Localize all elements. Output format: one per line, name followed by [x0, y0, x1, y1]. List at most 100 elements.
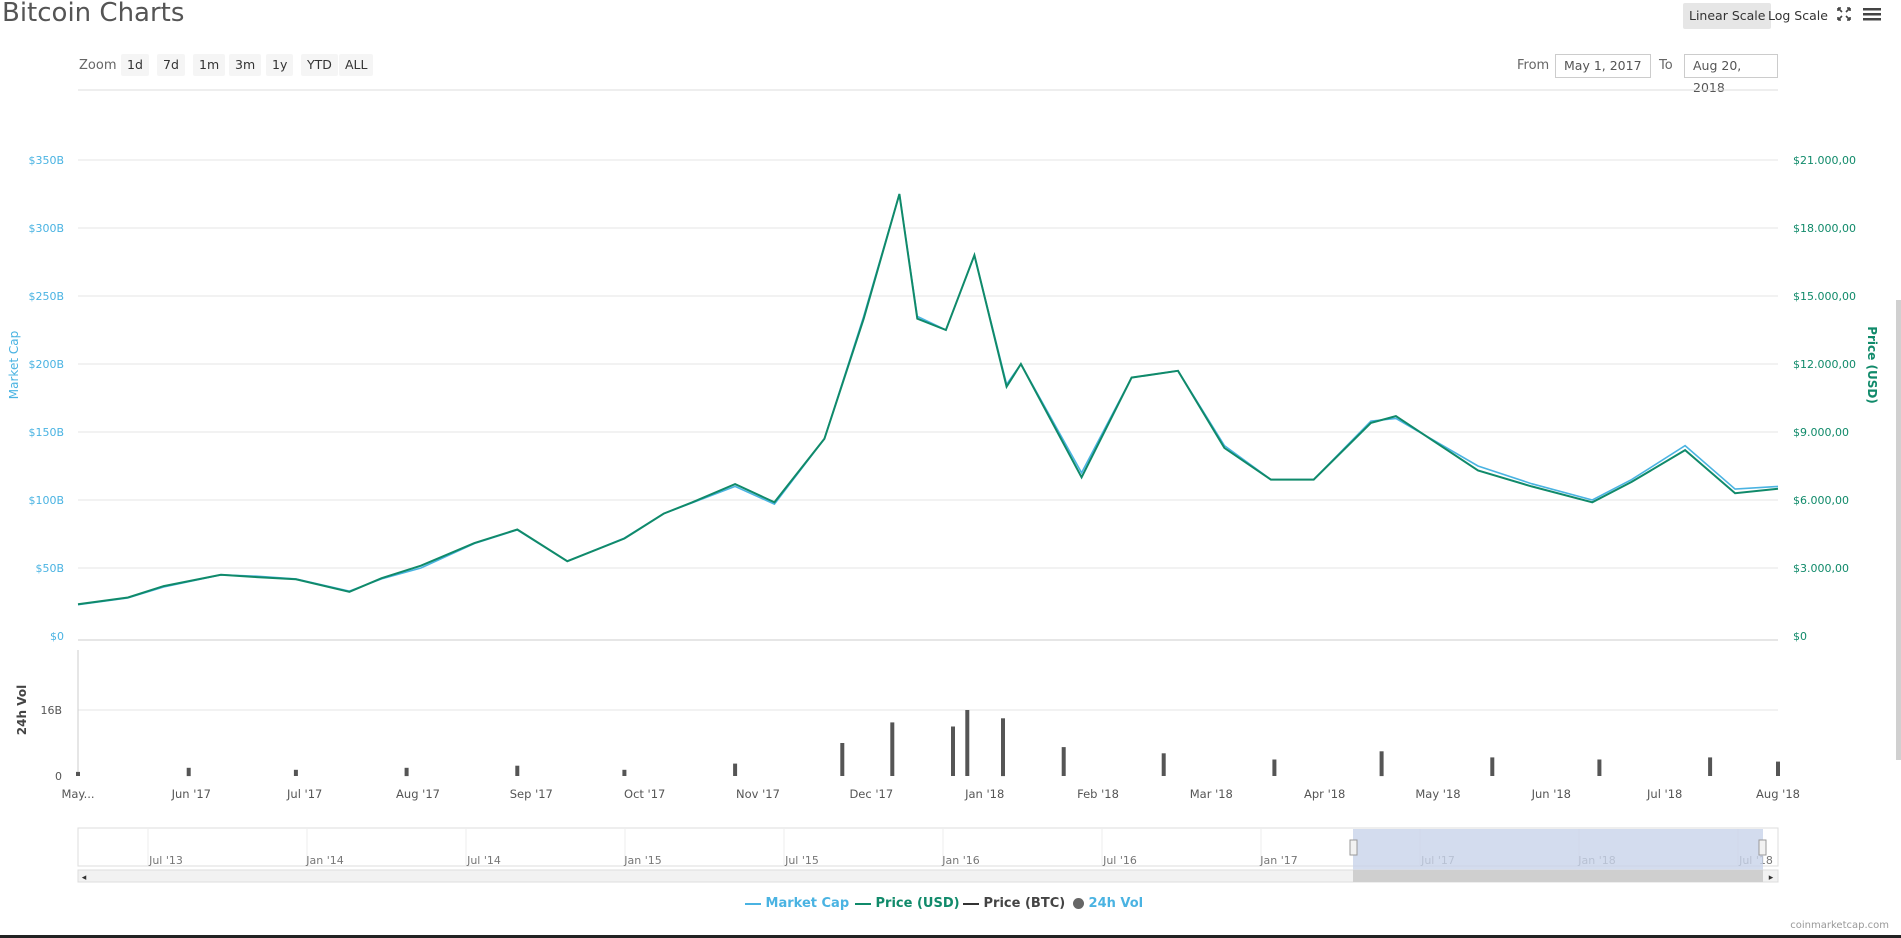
x-axis-tick: Oct '17 [624, 787, 665, 801]
zoom-1d-button[interactable]: 1d [121, 54, 149, 76]
legend-24h-vol-swatch [1073, 898, 1084, 909]
legend-price-usd-label: Price (USD) [875, 896, 960, 911]
x-axis-tick: Dec '17 [849, 787, 893, 801]
navigator-tick: Jul '13 [148, 854, 183, 867]
volume-bar [1001, 718, 1005, 777]
navigator-scroll-right-arrow: ▸ [1769, 873, 1774, 883]
legend-market-cap[interactable]: Market Cap [745, 896, 849, 911]
to-label: To [1659, 58, 1673, 73]
volume-bar [1776, 761, 1780, 776]
legend-market-cap-swatch [745, 902, 761, 905]
x-axis-tick: Jul '17 [286, 787, 322, 801]
volume-bar [1379, 751, 1384, 777]
credits[interactable]: coinmarketcap.com [1790, 920, 1889, 931]
zoom-ytd-button[interactable]: YTD [301, 54, 338, 76]
right-axis-tick: $15.000,00 [1793, 290, 1856, 303]
page-scrollbar[interactable] [1896, 300, 1901, 760]
right-axis-tick: $18.000,00 [1793, 222, 1856, 235]
x-axis-tick: Jul '18 [1646, 787, 1682, 801]
page-title: Bitcoin Charts [2, 0, 185, 28]
navigator-tick: Jul '15 [784, 854, 819, 867]
right-axis-title: Price (USD) [1865, 326, 1879, 404]
right-axis-tick: $6.000,00 [1793, 494, 1849, 507]
right-axis-tick: $21.000,00 [1793, 154, 1856, 167]
legend-24h-vol-label: 24h Vol [1088, 896, 1144, 911]
volume-bar [1061, 747, 1066, 776]
navigator-scrollbar-thumb [1353, 870, 1763, 882]
navigator-tick: Jul '16 [1102, 854, 1137, 867]
left-axis-tick: $350B [28, 154, 64, 167]
volume-bar [404, 767, 409, 777]
navigator-tick: Jan '15 [623, 854, 661, 867]
legend-price-btc[interactable]: Price (BTC) [963, 896, 1065, 911]
right-axis-tick: $0 [1793, 630, 1807, 643]
price-chart[interactable]: $0 $0 $50B $3.000,00 $100B $6.000,00 $150B $9.0… [0, 0, 1901, 900]
left-axis-tick: $100B [28, 494, 64, 507]
volume-bar [1597, 759, 1602, 776]
zoom-7d-button[interactable]: 7d [157, 54, 185, 76]
x-axis-tick: Feb '18 [1077, 787, 1119, 801]
x-axis-tick: May... [61, 787, 94, 801]
zoom-all-button[interactable]: ALL [339, 54, 374, 76]
volume-bar [1490, 757, 1495, 776]
left-axis-title: Market Cap [7, 331, 21, 399]
right-axis-tick: $12.000,00 [1793, 358, 1856, 371]
x-axis-tick: Nov '17 [736, 787, 780, 801]
left-axis-tick: $250B [28, 290, 64, 303]
volume-bar [293, 769, 298, 776]
legend-24h-vol[interactable]: 24h Vol [1073, 896, 1143, 911]
volume-bar [890, 722, 895, 776]
left-axis-tick: $200B [28, 358, 64, 371]
right-axis-tick: $3.000,00 [1793, 562, 1849, 575]
from-date-input[interactable]: May 1, 2017 [1555, 54, 1651, 78]
x-axis-tick: May '18 [1415, 787, 1460, 801]
left-axis-tick: $150B [28, 426, 64, 439]
x-axis-tick: Mar '18 [1190, 787, 1233, 801]
log-scale-button[interactable]: Log Scale [1768, 8, 1828, 23]
market-cap-line [77, 193, 1779, 606]
x-axis-tick: Aug '18 [1756, 787, 1800, 801]
volume-bar [515, 765, 520, 776]
expand-icon[interactable] [1836, 6, 1852, 25]
volume-axis-title: 24h Vol [15, 685, 29, 735]
right-axis-tick: $9.000,00 [1793, 426, 1849, 439]
volume-bar [622, 769, 627, 776]
left-axis-tick: $300B [28, 222, 64, 235]
volume-bar [76, 771, 80, 776]
zoom-label: Zoom [79, 58, 117, 73]
navigator-tick: Jan '17 [1259, 854, 1297, 867]
volume-bar [1161, 753, 1166, 776]
left-axis-tick: $0 [50, 630, 64, 643]
x-axis-tick: Jun '17 [171, 787, 211, 801]
x-axis-tick: Apr '18 [1304, 787, 1345, 801]
navigator-handle-left [1349, 839, 1358, 856]
volume-bar [733, 763, 738, 776]
legend-market-cap-label: Market Cap [765, 896, 850, 911]
volume-bar [1708, 757, 1713, 776]
to-date-input[interactable]: Aug 20, 2018 [1684, 54, 1778, 95]
hamburger-menu-icon[interactable] [1862, 6, 1882, 25]
legend-price-usd-swatch [855, 902, 871, 905]
x-axis-tick: Jan '18 [964, 787, 1004, 801]
volume-tick: 16B [40, 704, 62, 717]
navigator-handle-right [1758, 839, 1767, 856]
volume-bar [951, 726, 955, 776]
volume-bar [186, 767, 191, 777]
volume-tick: 0 [55, 770, 62, 783]
zoom-1y-button[interactable]: 1y [266, 54, 294, 76]
navigator-scroll-left-arrow: ◂ [82, 873, 87, 883]
navigator-tick: Jan '16 [941, 854, 979, 867]
legend-price-btc-label: Price (BTC) [983, 896, 1066, 911]
zoom-1m-button[interactable]: 1m [193, 54, 226, 76]
volume-bar [1272, 759, 1277, 776]
price-usd-line [77, 193, 1779, 606]
legend-price-usd[interactable]: Price (USD) [855, 896, 960, 911]
x-axis-tick: Sep '17 [510, 787, 553, 801]
navigator-tick: Jul '14 [466, 854, 501, 867]
left-axis-tick: $50B [35, 562, 64, 575]
x-axis-tick: Aug '17 [396, 787, 440, 801]
linear-scale-button[interactable]: Linear Scale [1683, 3, 1772, 29]
bottom-border [0, 935, 1901, 938]
zoom-3m-button[interactable]: 3m [229, 54, 262, 76]
volume-bar [965, 710, 970, 776]
